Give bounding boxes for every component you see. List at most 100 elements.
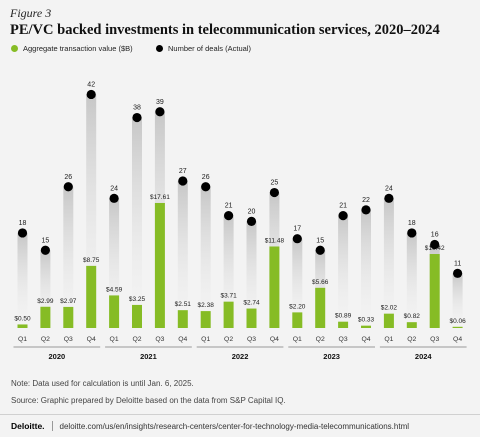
deal-dot xyxy=(384,193,394,203)
footer: Deloitte. deloitte.com/us/en/insights/re… xyxy=(0,414,480,437)
footer-url[interactable]: deloitte.com/us/en/insights/research-cen… xyxy=(59,421,410,431)
deal-count-label: 16 xyxy=(431,231,439,238)
quarter-tick-label: Q2 xyxy=(41,336,50,343)
deal-count-label: 24 xyxy=(385,185,393,192)
deal-shadow-column xyxy=(40,250,51,328)
deal-shadow-column xyxy=(177,181,188,328)
value-bar xyxy=(200,311,211,328)
deal-count-label: 17 xyxy=(293,226,301,233)
value-label: $2.38 xyxy=(198,302,215,309)
value-label: $3.25 xyxy=(129,296,146,303)
year-label: 2024 xyxy=(415,352,433,361)
value-label: $3.71 xyxy=(220,293,237,300)
deal-dot xyxy=(63,182,73,192)
value-label: $8.75 xyxy=(83,257,100,264)
figure-label: Figure 3 xyxy=(10,6,52,20)
quarter-tick-label: Q2 xyxy=(407,336,416,343)
quarter-tick-label: Q3 xyxy=(339,336,348,343)
value-bar xyxy=(63,306,74,328)
deal-count-label: 42 xyxy=(87,81,95,88)
quarter-tick-label: Q4 xyxy=(453,336,462,343)
value-label: $11.48 xyxy=(265,237,285,244)
deal-shadow-column xyxy=(109,198,120,328)
legend-value-label: Aggregate transaction value ($B) xyxy=(23,44,133,53)
deal-dot xyxy=(17,228,28,238)
deal-shadow-column xyxy=(406,232,417,328)
deal-dot xyxy=(178,176,188,186)
deal-dot xyxy=(292,234,302,244)
deal-shadow-column xyxy=(223,215,234,328)
deal-shadow-column xyxy=(132,117,142,328)
year-label: 2021 xyxy=(140,352,157,361)
footer-divider xyxy=(51,421,53,431)
deal-shadow-column xyxy=(17,232,28,328)
value-bar xyxy=(361,325,371,328)
deal-dot xyxy=(407,228,417,238)
year-label: 2023 xyxy=(323,352,340,361)
value-label: $2.74 xyxy=(243,300,260,307)
deal-shadow-column xyxy=(246,221,257,328)
value-bar xyxy=(338,321,349,328)
value-label: $0.89 xyxy=(335,313,352,320)
deal-count-label: 21 xyxy=(225,203,233,210)
value-bar xyxy=(292,312,303,328)
deal-count-label: 15 xyxy=(316,237,324,244)
deal-dot xyxy=(269,187,279,198)
value-label: $0.06 xyxy=(449,318,466,325)
deal-dot xyxy=(155,107,165,117)
quarter-tick-label: Q3 xyxy=(64,336,73,343)
deal-dot xyxy=(338,211,348,221)
value-bar xyxy=(406,322,417,328)
value-bar xyxy=(452,326,463,328)
quarter-tick-label: Q1 xyxy=(18,336,27,343)
value-label: $0.82 xyxy=(404,313,421,320)
value-bar xyxy=(109,295,120,328)
value-bar xyxy=(154,202,165,328)
deal-count-label: 15 xyxy=(42,237,50,244)
deal-count-label: 27 xyxy=(179,168,187,175)
chart-area: $0.50 $2.99 $2.97 $8.75 $4.59 $3.25 $17.61 $2.5… xyxy=(13,81,467,361)
deal-count-label: 21 xyxy=(339,203,347,210)
deal-dot xyxy=(224,211,234,221)
chart-title: PE/VC backed investments in telecommunic… xyxy=(10,22,440,38)
value-label: $2.99 xyxy=(37,298,54,305)
value-bar xyxy=(40,306,51,328)
quarter-tick-label: Q4 xyxy=(361,336,370,343)
data-note: Note: Data used for calculation is until… xyxy=(11,379,194,388)
deal-count-label: 18 xyxy=(19,220,27,227)
legend-item-deals: Number of deals (Actual) xyxy=(156,44,251,53)
quarter-tick-label: Q1 xyxy=(293,336,302,343)
value-bar xyxy=(223,301,234,328)
deal-dot xyxy=(40,245,51,255)
deal-dot xyxy=(361,205,371,215)
quarter-tick-label: Q4 xyxy=(178,336,187,343)
quarter-tick-label: Q2 xyxy=(316,336,325,343)
value-bar xyxy=(177,310,188,328)
value-bar xyxy=(86,265,97,328)
value-bar xyxy=(269,246,280,328)
deal-shadow-column xyxy=(361,209,371,328)
value-label: $2.02 xyxy=(381,305,398,312)
value-label: $0.50 xyxy=(14,315,31,322)
legend-item-value: Aggregate transaction value ($B) xyxy=(11,44,133,53)
value-label: $0.33 xyxy=(358,317,375,324)
value-label: $2.97 xyxy=(60,298,77,305)
legend-deals-swatch xyxy=(156,45,163,52)
deal-count-label: 24 xyxy=(110,185,118,192)
value-label: $2.20 xyxy=(289,303,306,310)
deal-shadow-column xyxy=(292,238,303,328)
deal-dot xyxy=(201,182,211,192)
deal-shadow-column xyxy=(200,186,211,328)
deal-shadow-column xyxy=(383,198,394,328)
deal-shadow-column xyxy=(452,273,463,328)
value-bar xyxy=(429,254,440,328)
quarter-tick-label: Q2 xyxy=(224,336,233,343)
deal-count-label: 39 xyxy=(156,99,164,106)
legend-deals-label: Number of deals (Actual) xyxy=(168,44,251,53)
deal-dot xyxy=(109,193,119,203)
year-label: 2020 xyxy=(49,352,66,361)
deloitte-logo: Deloitte. xyxy=(11,421,45,431)
deal-shadow-column xyxy=(63,186,74,328)
deal-count-label: 26 xyxy=(202,174,210,181)
deal-count-label: 26 xyxy=(64,174,72,181)
